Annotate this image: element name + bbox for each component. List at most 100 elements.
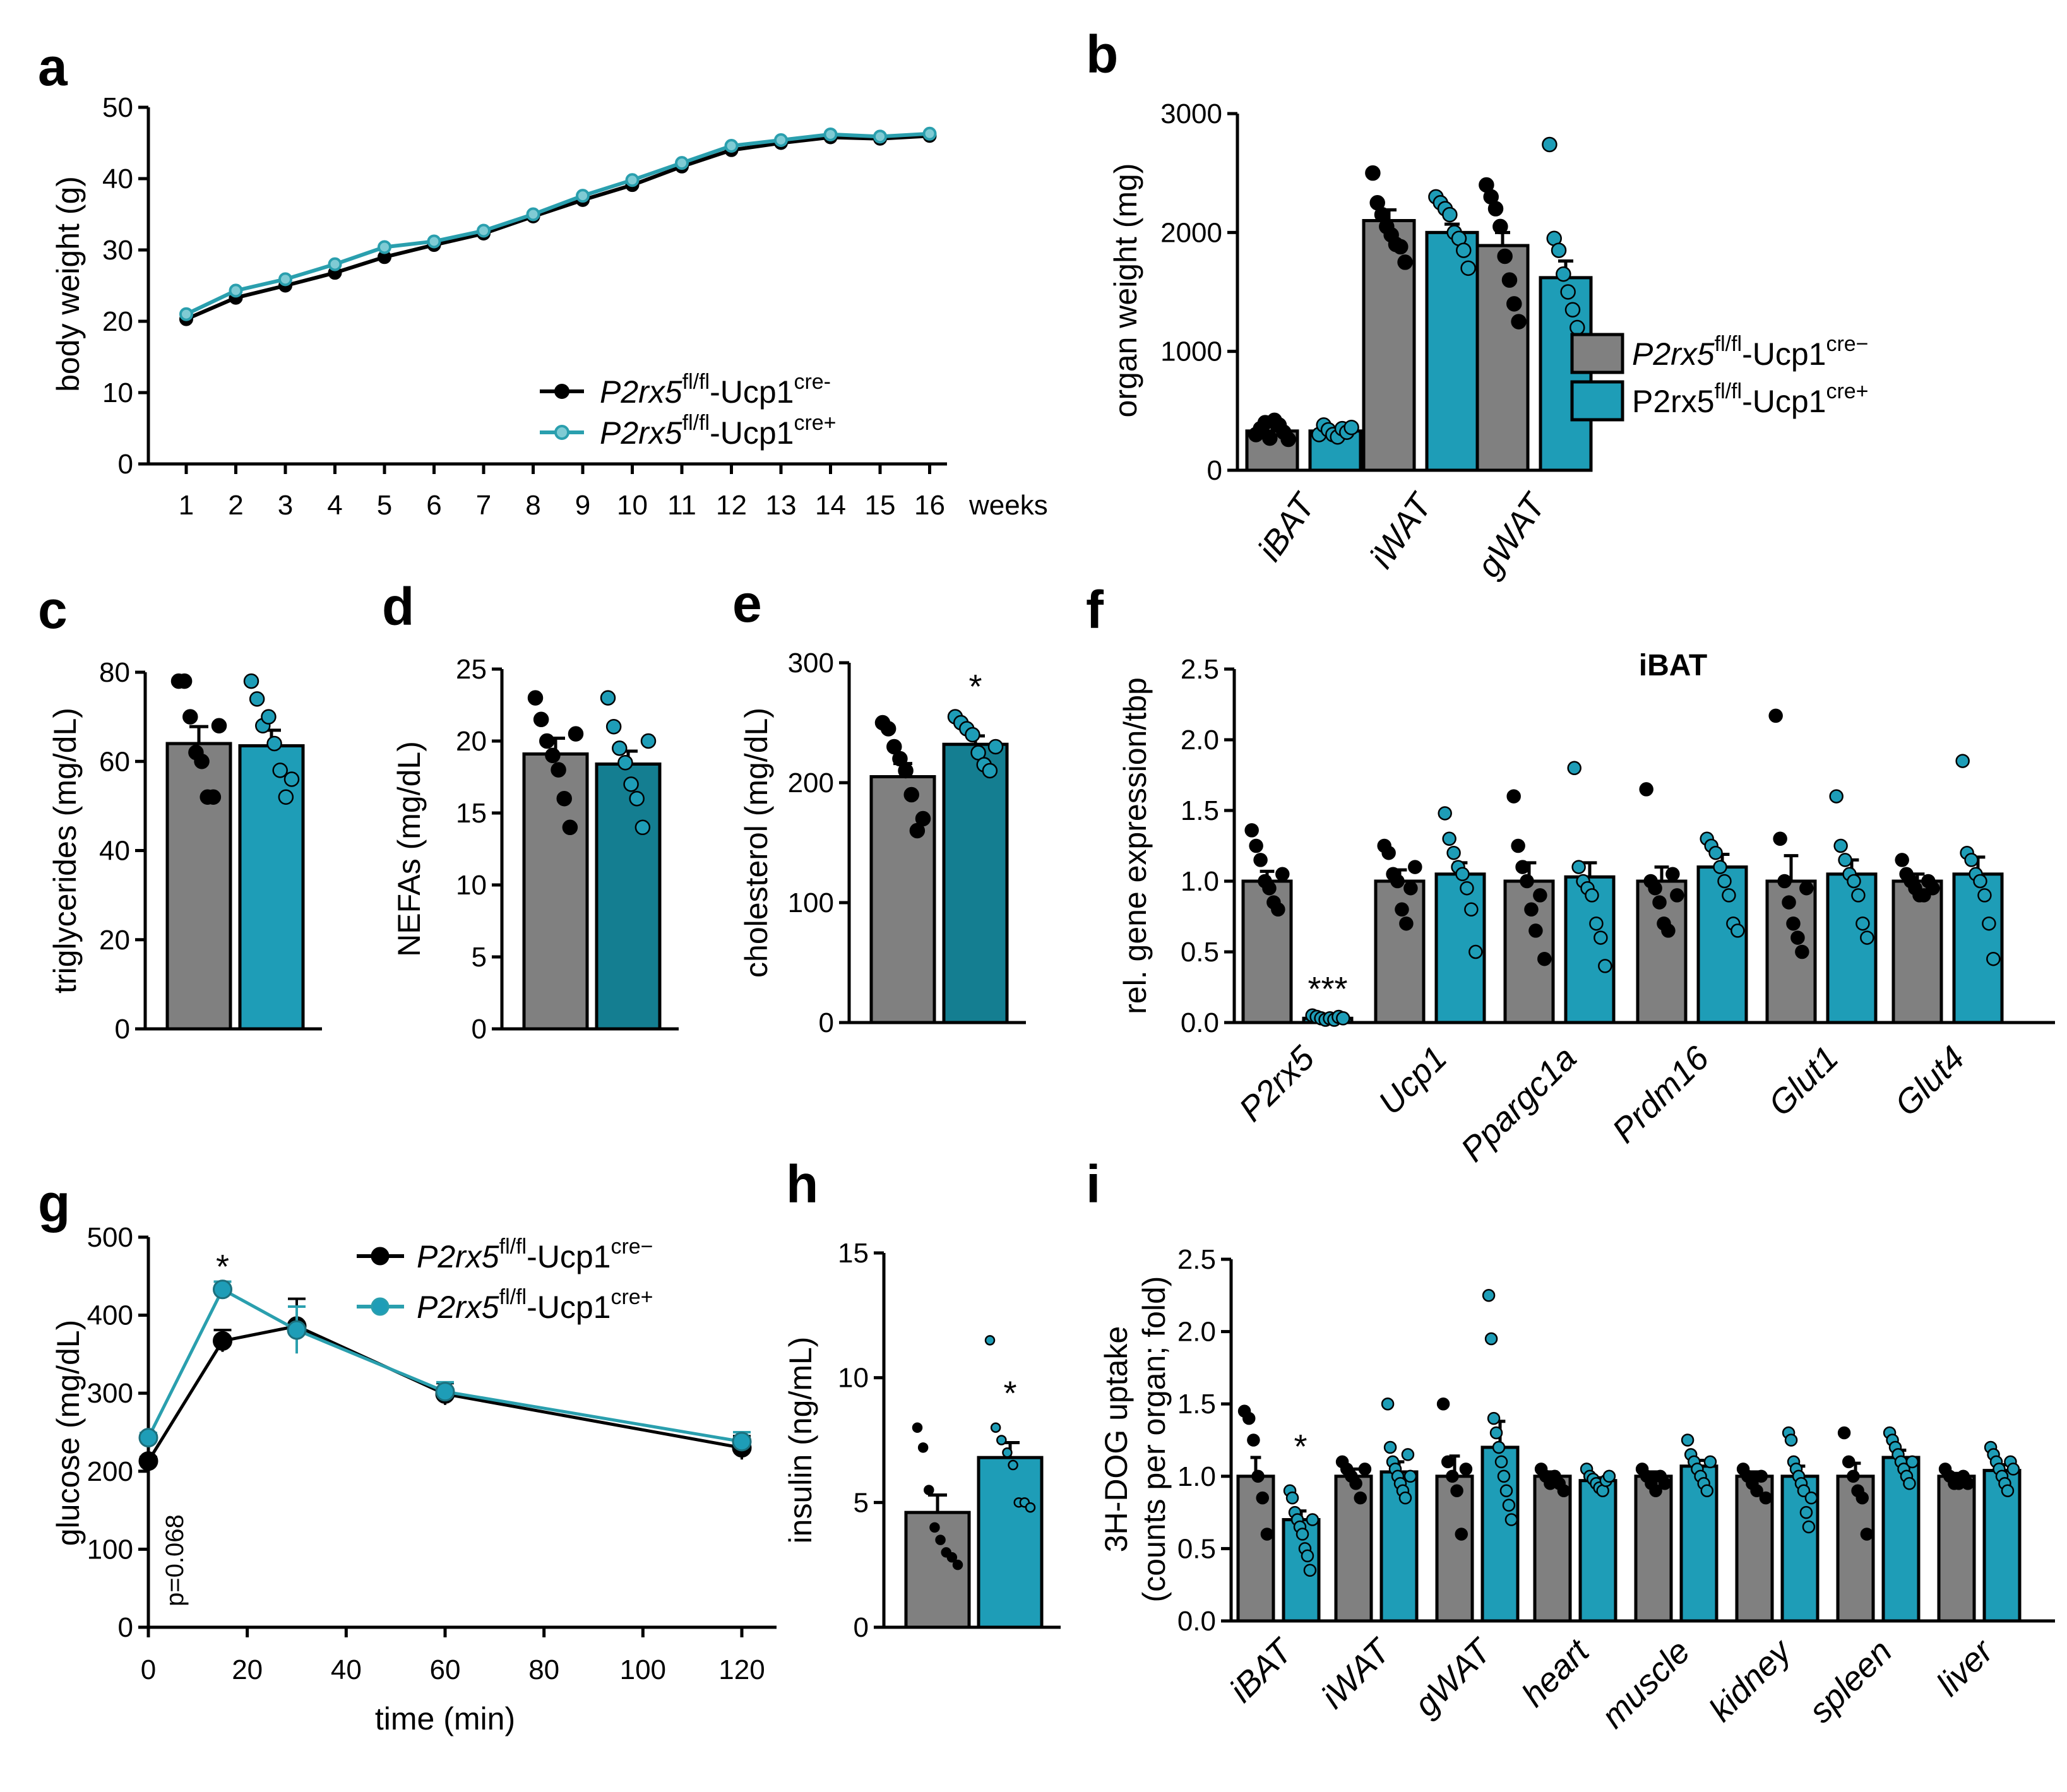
panel-i-cre-neg-data-point	[1754, 1469, 1768, 1483]
panel-g-legend-cre-pos: P2rx5fl/fl-Ucp1cre+	[417, 1285, 653, 1325]
panel-i-y-tick-label: 2.0	[1177, 1317, 1216, 1348]
panel-b-cre-pos-data-point	[1564, 302, 1581, 317]
panel-b-y-tick-label: 3000	[1160, 98, 1222, 129]
panel-f-cre-pos-data-point	[1964, 853, 1979, 867]
panel-a-x-tick-label: 9	[575, 490, 590, 521]
panel-a-data-point	[724, 139, 739, 153]
panel-b-y-tick-label: 0	[1207, 455, 1222, 486]
panel-f-cre-pos-data-point	[1829, 789, 1844, 804]
panel-d-cre-neg-data-point	[545, 747, 561, 764]
panel-g-data-point	[213, 1331, 232, 1351]
panel-i-cre-neg-data-point	[1450, 1484, 1463, 1497]
panel-i-cre-neg-data-point	[1436, 1397, 1450, 1411]
panel-b-y-axis-title: organ weight (mg)	[1108, 163, 1143, 418]
panel-a-x-tick-label: 5	[377, 490, 392, 521]
panel-b-legend-cre-neg: P2rx5fl/fl-Ucp1cre−	[1632, 332, 1869, 372]
panel-a-legend-cre-neg-driver: -Ucp1	[710, 374, 794, 410]
panel-a-data-point	[774, 133, 788, 147]
panel-i-cre-neg-bar	[1435, 1475, 1474, 1623]
panel-i-cre-neg-bar	[1533, 1475, 1572, 1623]
panel-i-cre-pos-data-point	[1401, 1448, 1415, 1461]
panel-i-cre-pos-data-point	[1784, 1433, 1798, 1447]
panel-b-cre-neg-data-point	[1497, 248, 1513, 264]
panel-g-legend-cre-neg: P2rx5fl/fl-Ucp1cre−	[417, 1235, 653, 1274]
panel-c-cre-pos-data-point	[261, 709, 277, 725]
panel-b-cre-pos-data-point	[1456, 242, 1472, 258]
panel-f-cre-neg-data-point	[1533, 888, 1547, 903]
panel-i-cre-pos-data-point	[1306, 1513, 1319, 1526]
panel-g-legend-cre-pos-floxed: fl/fl	[499, 1285, 527, 1309]
panel-i-y-axis-title: 3H-DOG uptake	[1099, 1326, 1134, 1552]
panel-d-cre-pos-data-point	[612, 740, 628, 756]
panel-f-cre-pos-data-point	[1446, 845, 1461, 860]
panel-f-cre-neg-data-point	[1511, 838, 1525, 853]
panel-c-y-tick-label: 80	[99, 657, 130, 688]
panel-g-y-tick-label: 500	[87, 1222, 133, 1253]
panel-f-cre-neg-data-point	[1795, 944, 1809, 959]
panel-e-cre-pos-data-point	[965, 727, 980, 743]
panel-g-x-tick-label: 100	[620, 1654, 666, 1685]
panel-e-cre-pos-data-point	[982, 762, 998, 779]
panel-d-cre-neg-data-point	[551, 762, 566, 778]
panel-g-data-point	[213, 1279, 232, 1300]
panel-b-category-label: iWAT	[1362, 485, 1441, 575]
panel-i-cre-neg-data-point	[1459, 1463, 1473, 1476]
panel-f-cre-neg-data-point	[1253, 853, 1268, 867]
panel-b-legend-cre-neg-floxed: fl/fl	[1715, 332, 1742, 356]
panel-i-cre-pos-data-point	[1381, 1397, 1395, 1411]
panel-a-x-tick-label: 7	[476, 490, 491, 521]
panel-f-cre-pos-data-point	[1973, 874, 1987, 889]
panel-f-cre-pos-bar	[1826, 872, 1878, 1024]
panel-label-b: b	[1086, 25, 1118, 84]
panel-f-cre-pos-data-point	[1589, 916, 1604, 931]
panel-i-y-tick-label: 0.5	[1177, 1533, 1216, 1564]
panel-c-cre-pos-data-point	[278, 789, 294, 805]
panel-e-significance-star: *	[968, 668, 982, 706]
panel-d-cre-pos-data-point	[617, 754, 633, 771]
panel-a-x-tick-label: 13	[766, 490, 797, 521]
panel-f-cre-pos-data-point	[1851, 888, 1866, 903]
panel-f-cre-neg-data-point	[1395, 902, 1409, 917]
panel-h-cre-pos-bar	[977, 1456, 1044, 1629]
panel-i-y-tick-label: 2.5	[1177, 1244, 1216, 1275]
panel-label-c: c	[38, 580, 68, 639]
panel-a-y-axis-title: body weight (g)	[51, 176, 86, 392]
panel-g-x-tick-label: 60	[430, 1654, 461, 1685]
panel-a-legend-cre-neg-gene: P2rx5	[600, 374, 682, 410]
panel-i-cre-pos-data-point	[1504, 1513, 1518, 1526]
panel-a-x-tick-label: 10	[617, 490, 648, 521]
panel-g-legend-cre-neg-driver: -Ucp1	[527, 1239, 611, 1274]
panel-f-cre-pos-data-point	[1838, 853, 1852, 867]
panel-a-data-point	[278, 272, 292, 287]
panel-f-cre-pos-data-point	[1460, 881, 1474, 896]
panel-i-cre-neg-bar	[1634, 1475, 1673, 1623]
panel-g-legend-cre-pos-cre: cre+	[611, 1285, 653, 1309]
panel-d-y-axis-title: NEFAs (mg/dL)	[391, 741, 427, 957]
panel-h-cre-pos-data-point	[990, 1422, 1001, 1433]
panel-i-cre-pos-data-point	[1492, 1440, 1506, 1454]
panel-a-legend-cre-pos-gene: P2rx5	[600, 415, 682, 451]
panel-f-cre-pos-data-point	[1464, 902, 1479, 917]
panel-g-data-point	[732, 1432, 752, 1452]
panel-i-cre-neg-data-point	[1256, 1491, 1270, 1505]
panel-b-cre-neg-data-point	[1393, 239, 1409, 255]
legend-swatch	[1570, 380, 1624, 422]
panel-c-cre-neg-data-point	[205, 789, 222, 805]
panel-a-x-tick-label: 11	[667, 490, 696, 521]
panel-g-y-tick-label: 200	[87, 1456, 133, 1487]
panel-b-legend-cre-neg-cre: cre−	[1826, 332, 1868, 356]
panel-d-cre-pos-bar	[595, 762, 662, 1031]
panel-g-data-point	[435, 1382, 455, 1402]
panel-b-cre-pos-data-point	[1560, 284, 1576, 300]
panel-b-y-tick-label: 2000	[1160, 217, 1222, 248]
panel-i-cre-neg-data-point	[1837, 1426, 1851, 1440]
panel-f-cre-pos-data-point	[1708, 845, 1723, 860]
panel-c-cre-pos-data-point	[249, 691, 265, 707]
panel-g-significance-star: *	[216, 1248, 229, 1286]
panel-a-data-point	[823, 127, 838, 141]
panel-a-data-point	[229, 283, 243, 298]
panel-b-cre-pos-data-point	[1343, 419, 1359, 436]
panel-g-x-tick-label: 40	[331, 1654, 362, 1685]
panel-g-x-tick-label: 20	[232, 1654, 263, 1685]
panel-a-series-line	[185, 134, 930, 321]
